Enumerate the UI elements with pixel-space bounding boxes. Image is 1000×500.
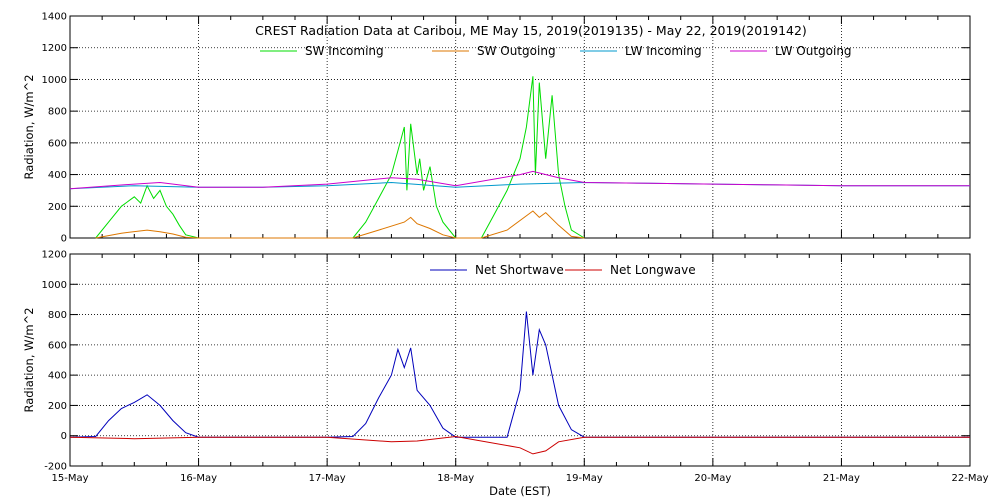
y-axis-label: Radiation, W/m^2 [22,74,36,179]
y-tick-label: 600 [48,340,67,351]
y-tick-label: -200 [44,462,67,473]
legend-label: LW Incoming [625,44,702,58]
y-tick-label: 200 [48,202,67,213]
y-tick-label: 1200 [42,250,67,261]
legend-label: Net Shortwave [475,263,564,277]
series-line-lw-outgoing [69,170,970,190]
x-tick-label: 15-May [51,473,88,484]
series-line-net-longwave [69,435,970,455]
x-tick-label: 22-May [951,473,988,484]
top-panel: 0 200 400 600 800 1000 1200 1400 Radiation, W/m^… [22,12,971,245]
y-tick-label: 1000 [42,280,67,291]
legend-label: SW Incoming [305,44,384,58]
y-tick-label: 400 [48,371,67,382]
x-axis-label: Date (EST) [489,484,551,498]
plot-frame [69,253,971,467]
x-tick-label: 16-May [180,473,217,484]
x-tick-label: 17-May [309,473,346,484]
x-tick-label: 20-May [694,473,731,484]
y-tick-label: 1400 [42,12,67,23]
x-tick-label: 18-May [437,473,474,484]
x-tick-label: 19-May [566,473,603,484]
x-tick-label: 21-May [823,473,860,484]
series-line-net-shortwave [69,311,970,438]
legend-label: Net Longwave [610,263,696,277]
y-tick-label: 1200 [42,43,67,54]
y-axis-label: Radiation, W/m^2 [22,307,36,412]
chart-title: CREST Radiation Data at Caribou, ME May … [255,23,807,38]
y-tick-label: 800 [48,310,67,321]
y-tick-label: 0 [61,234,67,245]
y-tick-label: 800 [48,107,67,118]
y-tick-label: 200 [48,401,67,412]
series-line-sw-incoming [95,76,585,239]
series-line-sw-outgoing [95,210,585,239]
y-tick-label: 0 [61,431,67,442]
y-tick-label: 400 [48,170,67,181]
y-tick-label: 600 [48,138,67,149]
y-tick-label: 1000 [42,75,67,86]
bottom-panel: -200 0 200 400 600 800 1000 1200 Radiation, W/m^… [22,250,989,485]
legend-label: SW Outgoing [477,44,556,58]
legend-label: LW Outgoing [775,44,852,58]
